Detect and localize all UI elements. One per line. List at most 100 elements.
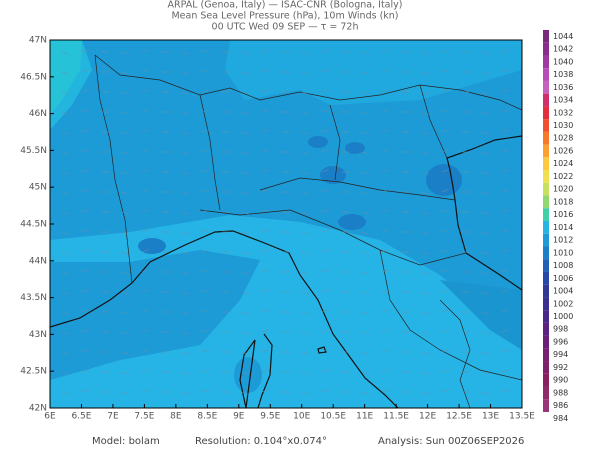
colorbar-label: 1012 xyxy=(553,236,573,245)
colorbar-swatch xyxy=(543,208,549,221)
wind-barb xyxy=(261,129,269,133)
header-line: Mean Sea Level Pressure (hPa), 10m Winds… xyxy=(171,11,398,22)
wind-barb xyxy=(321,269,329,273)
wind-barb xyxy=(421,91,429,95)
wind-barb xyxy=(261,329,269,333)
wind-barb xyxy=(241,251,249,255)
colorbar-label: 1000 xyxy=(553,312,573,321)
wind-barb xyxy=(241,351,249,355)
wind-barb xyxy=(241,391,249,395)
wind-barb xyxy=(501,69,509,73)
wind-barb xyxy=(141,169,149,173)
colorbar-label: 986 xyxy=(553,401,568,410)
wind-barb xyxy=(261,349,269,353)
low-pressure-cell xyxy=(345,142,365,154)
wind-barb xyxy=(441,329,449,333)
wind-barb xyxy=(421,131,429,135)
wind-barb xyxy=(301,71,309,75)
wind-barb xyxy=(241,291,249,295)
wind-barb xyxy=(441,389,449,393)
colorbar-swatch xyxy=(543,399,549,412)
wind-barb xyxy=(141,189,149,193)
wind-barb xyxy=(241,331,249,335)
colorbar-swatch xyxy=(543,348,549,362)
colorbar-label: 1008 xyxy=(553,261,573,270)
wind-barb xyxy=(321,169,329,173)
wind-barb xyxy=(121,231,129,235)
wind-barb xyxy=(361,251,369,255)
wind-barb xyxy=(501,209,509,213)
wind-barb xyxy=(321,129,329,133)
colorbar-swatch xyxy=(543,157,549,171)
wind-barb xyxy=(481,71,489,75)
colorbar-label: 1020 xyxy=(553,185,573,194)
wind-barb xyxy=(381,369,389,373)
footer-model: Model: bolam xyxy=(92,436,160,447)
colorbar-swatch xyxy=(543,170,549,183)
wind-barb xyxy=(481,191,489,195)
wind-barb xyxy=(201,249,209,253)
wind-barb xyxy=(381,189,389,193)
wind-barb xyxy=(181,71,189,75)
lat-label: 45.5N xyxy=(20,146,47,156)
colorbar-label: 990 xyxy=(553,376,568,385)
wind-barb xyxy=(81,189,89,193)
wind-barb xyxy=(501,289,509,293)
wind-barb xyxy=(301,171,309,175)
wind-barb xyxy=(121,351,129,355)
wind-barb xyxy=(181,371,189,375)
lat-label: 44N xyxy=(29,256,47,266)
wind-barb xyxy=(301,191,309,195)
colorbar-label: 992 xyxy=(553,363,568,372)
wind-barb xyxy=(61,291,69,295)
wind-barb xyxy=(361,171,369,175)
wind-barb xyxy=(321,369,329,373)
wind-barb xyxy=(181,171,189,175)
wind-barb xyxy=(61,151,69,155)
wind-barb xyxy=(481,331,489,335)
wind-barb xyxy=(421,231,429,235)
wind-barb xyxy=(381,249,389,253)
lon-label: 11.5E xyxy=(383,412,409,422)
wind-barb xyxy=(81,229,89,233)
wind-barb xyxy=(481,111,489,115)
wind-barb xyxy=(141,89,149,93)
wind-barb xyxy=(121,191,129,195)
wind-barbs xyxy=(61,49,509,395)
colorbar-label: 1042 xyxy=(553,45,573,54)
lon-label: 9E xyxy=(233,412,245,422)
wind-barb xyxy=(381,209,389,213)
wind-barb xyxy=(81,269,89,273)
pressure-area xyxy=(440,280,522,350)
wind-barb xyxy=(361,191,369,195)
wind-barb xyxy=(481,291,489,295)
wind-barb xyxy=(421,391,429,395)
wind-barb xyxy=(441,309,449,313)
wind-barb xyxy=(201,209,209,213)
pressure-area xyxy=(50,40,92,130)
wind-barb xyxy=(421,271,429,275)
wind-barb xyxy=(121,391,129,395)
wind-barb xyxy=(141,209,149,213)
wind-barb xyxy=(441,149,449,153)
wind-barb xyxy=(181,351,189,355)
colorbar-label: 1036 xyxy=(553,83,573,92)
wind-barb xyxy=(201,349,209,353)
colorbar-label: 1040 xyxy=(553,57,573,66)
lat-label: 42N xyxy=(29,404,47,414)
pressure-area xyxy=(50,215,522,408)
wind-barb xyxy=(121,251,129,255)
wind-barb xyxy=(481,91,489,95)
wind-barb xyxy=(61,351,69,355)
lon-label: 7E xyxy=(107,412,119,422)
wind-barb xyxy=(261,69,269,73)
wind-barb xyxy=(61,311,69,315)
wind-barb xyxy=(501,189,509,193)
lon-label: 6.5E xyxy=(71,412,91,422)
lon-label: 13E xyxy=(482,412,499,422)
pressure-area xyxy=(50,250,260,380)
wind-barb xyxy=(201,369,209,373)
colorbar-label: 1038 xyxy=(553,70,573,79)
wind-barb xyxy=(61,71,69,75)
